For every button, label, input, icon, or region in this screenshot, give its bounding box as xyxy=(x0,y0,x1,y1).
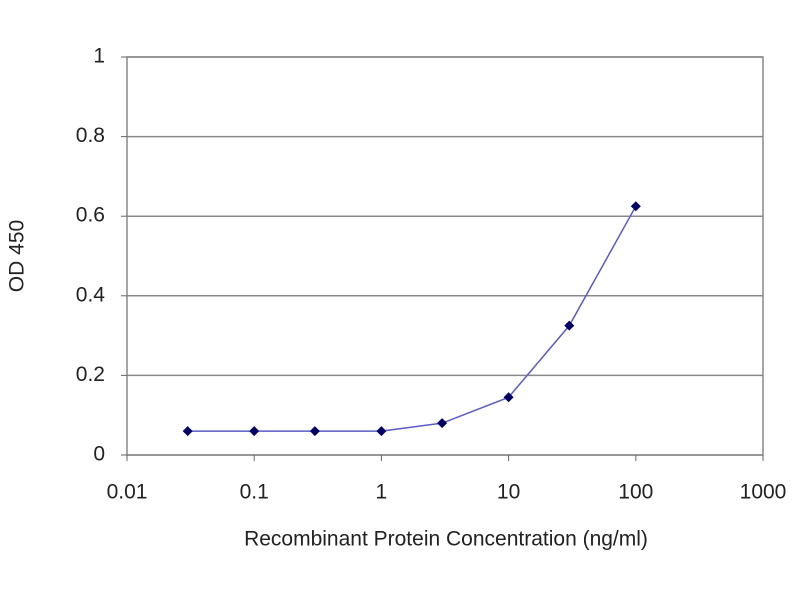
data-point xyxy=(503,392,514,403)
y-tick-label: 0.6 xyxy=(76,204,105,227)
y-tick-label: 1 xyxy=(93,45,105,68)
y-tick-label: 0.8 xyxy=(76,124,105,147)
x-tick-label: 1000 xyxy=(740,481,787,504)
plot-frame xyxy=(126,56,764,456)
x-axis-label: Recombinant Protein Concentration (ng/ml… xyxy=(244,528,648,551)
x-tick-label: 0.1 xyxy=(240,481,269,504)
data-point xyxy=(309,426,320,437)
x-tick-label: 10 xyxy=(497,481,520,504)
y-axis-label: OD 450 xyxy=(6,220,29,292)
data-point xyxy=(437,418,448,429)
data-point xyxy=(182,426,193,437)
x-tick-label: 100 xyxy=(618,481,653,504)
data-point xyxy=(249,426,260,437)
x-tick-label: 0.01 xyxy=(107,481,148,504)
y-tick-label: 0.4 xyxy=(76,283,106,306)
data-point xyxy=(630,201,641,212)
y-tick-label: 0.2 xyxy=(76,363,105,386)
data-point xyxy=(376,426,387,437)
data-point xyxy=(564,320,575,331)
data-line xyxy=(187,205,637,432)
x-tick-label: 1 xyxy=(376,481,388,504)
y-tick-label: 0 xyxy=(93,443,105,466)
